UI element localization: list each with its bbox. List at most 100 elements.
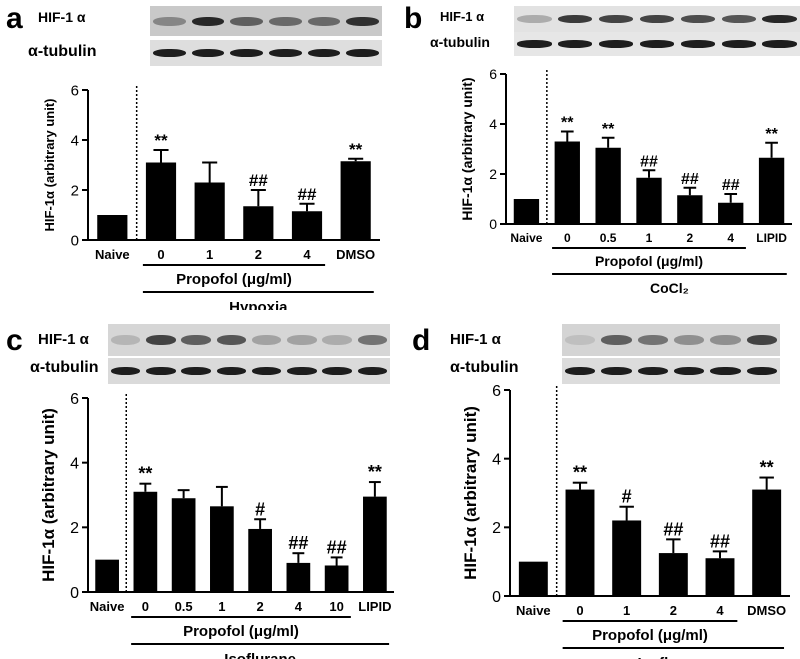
category-label: DMSO [336, 247, 375, 262]
hif-blot [562, 324, 780, 356]
y-tick-label: 4 [70, 455, 79, 472]
tubulin-band [307, 49, 341, 58]
significance-marker: ## [710, 531, 730, 551]
tubulin-band [216, 367, 247, 376]
treatment-label: Isoflurane [637, 655, 709, 659]
tubulin-band [181, 367, 211, 376]
category-label: DMSO [747, 603, 786, 618]
bar [243, 206, 274, 240]
hif-band [269, 16, 302, 27]
bar-chart: 0 2 4 6 HIF-1α (arbitrary unit) Naive ** 0 ** 0.5… [459, 66, 792, 296]
tubulin-band [710, 367, 741, 376]
bar [658, 553, 688, 596]
hif-band [637, 335, 669, 346]
propofol-group-label: Propofol (μg/ml) [176, 271, 292, 288]
tubulin-band [517, 40, 552, 49]
category-label: 1 [623, 603, 630, 618]
panel-label: b [404, 2, 423, 35]
y-tick-label: 2 [70, 520, 79, 537]
tubulin-band [558, 40, 593, 49]
bar [554, 141, 580, 224]
tubulin-band [191, 49, 225, 58]
hif-band [601, 335, 632, 346]
significance-marker: # [255, 499, 265, 519]
propofol-group-label: Propofol (μg/ml) [595, 253, 703, 269]
category-label: LIPID [756, 231, 787, 245]
hif-band [181, 335, 211, 346]
bar-chart: 0 2 4 6 HIF-1α (arbitrary unit) Naive ** 0 1 ## 2 #… [42, 82, 380, 310]
hif-band [598, 15, 634, 24]
bar [758, 157, 785, 224]
category-label: 2 [670, 603, 677, 618]
bar [677, 195, 703, 224]
blot-label-hif: HIF-1 α [450, 331, 501, 348]
tubulin-band [746, 367, 778, 376]
category-label: Naive [510, 231, 542, 245]
significance-marker: ** [573, 463, 587, 483]
bar [97, 215, 128, 240]
tubulin-band [601, 367, 632, 376]
significance-marker: ** [765, 126, 778, 143]
hif-band [307, 16, 341, 27]
bar [513, 199, 540, 224]
category-label: 1 [218, 599, 225, 614]
bar [595, 147, 621, 224]
tubulin-band [322, 367, 352, 376]
significance-marker: ## [663, 519, 683, 539]
category-label: 4 [303, 247, 311, 262]
tubulin-band [110, 367, 141, 376]
panel-label: c [6, 324, 23, 357]
bar [363, 496, 387, 592]
y-tick-label: 2 [71, 182, 79, 199]
y-tick-label: 6 [492, 384, 501, 400]
treatment-label: CoCl₂ [650, 280, 689, 296]
category-label: 2 [255, 247, 262, 262]
bar-chart: 0 2 4 6 HIF-1α (arbitrary unit) Naive ** 0 #1 ## 2… [461, 384, 790, 659]
panel-a: a HIF-1 α α-tubulin 0 2 4 6 HIF-1α (arbitrar… [0, 0, 400, 310]
significance-marker: # [622, 487, 632, 507]
significance-marker: ** [368, 462, 382, 482]
category-label: 10 [329, 599, 343, 614]
hif-band [762, 15, 797, 24]
tubulin-band [251, 367, 282, 376]
category-label: 4 [727, 231, 734, 245]
y-axis-label: HIF-1α (arbitrary unit) [39, 408, 58, 582]
tubulin-band [639, 40, 675, 49]
y-tick-label: 0 [492, 589, 501, 606]
tubulin-blot [150, 40, 382, 66]
bar [171, 498, 196, 592]
bar [718, 202, 744, 224]
y-tick-label: 6 [70, 391, 79, 408]
panel-label: a [6, 2, 23, 35]
y-tick-label: 4 [492, 451, 501, 468]
panel-label: d [412, 324, 431, 357]
y-tick-label: 6 [489, 66, 497, 82]
bar [210, 506, 234, 592]
bar [95, 559, 119, 592]
hif-band [357, 335, 388, 346]
bar [324, 565, 349, 592]
hif-blot [514, 6, 800, 32]
tubulin-band [673, 367, 705, 376]
panel-d: d HIF-1 α α-tubulin 0 2 4 6 HIF-1α (arbitrar… [400, 320, 800, 659]
propofol-group-label: Propofol (μg/ml) [592, 627, 708, 644]
significance-marker: ** [760, 458, 774, 478]
tubulin-band [721, 40, 756, 49]
category-label: 4 [716, 603, 724, 618]
category-label: 4 [295, 599, 303, 614]
hif-band [346, 16, 379, 27]
y-tick-label: 4 [71, 132, 79, 149]
tubulin-band [680, 40, 715, 49]
hif-band [251, 335, 282, 346]
category-label: 2 [687, 231, 694, 245]
bar [518, 561, 548, 596]
panel-b: b HIF-1 α α-tubulin 0 2 4 6 HIF-1α (arbitrar… [400, 0, 800, 310]
y-axis-label: HIF-1α (arbitrary unit) [461, 406, 480, 580]
bar [752, 489, 782, 596]
category-label: 0 [157, 247, 164, 262]
significance-marker: ## [327, 537, 347, 557]
hif-blot [108, 324, 390, 356]
category-label: 0.5 [600, 231, 617, 245]
significance-marker: ** [561, 115, 574, 132]
bar-chart: 0 2 4 6 HIF-1α (arbitrary unit) Naive ** 0 0.5 1 #… [39, 391, 394, 659]
